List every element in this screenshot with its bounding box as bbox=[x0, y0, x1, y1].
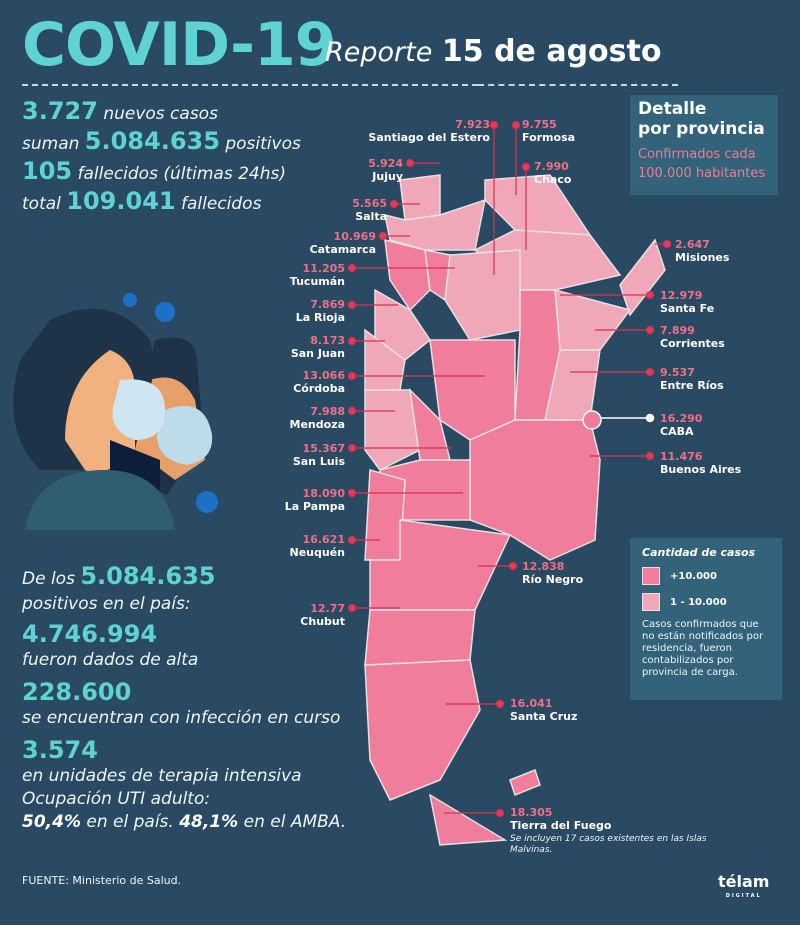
virus-icon bbox=[123, 293, 218, 513]
label-san-juan: 8.173 San Juan bbox=[290, 334, 345, 360]
recovered-value: 4.746.994 bbox=[22, 620, 158, 648]
province-tierra-del-fuego bbox=[428, 793, 508, 846]
detail-subtitle: Confirmados cada 100.000 habitantes bbox=[638, 145, 770, 183]
page-title: COVID-19 bbox=[22, 10, 337, 80]
icu-value: 3.574 bbox=[22, 736, 98, 764]
label-formosa: 9.755 Formosa bbox=[522, 118, 576, 144]
telam-logo: télam DIGITAL bbox=[718, 872, 770, 903]
label-la-rioja: 7.869 La Rioja bbox=[295, 298, 345, 324]
intro-prefix: De los bbox=[22, 569, 75, 589]
total-deaths-label: fallecidos bbox=[181, 194, 262, 214]
label-jujuy: 5.924 Jujuy bbox=[368, 157, 403, 183]
label-caba: 16.290 CABA bbox=[660, 412, 703, 438]
legend-item-low: 1 - 10.000 bbox=[642, 593, 770, 611]
legend-swatch-low bbox=[642, 593, 660, 611]
logo-subtext: DIGITAL bbox=[725, 893, 762, 899]
tierra-del-fuego-note: Se incluyen 17 casos existentes en las I… bbox=[510, 834, 707, 855]
label-tucuman: 11.205 Tucumán bbox=[289, 262, 345, 288]
icu-occupancy-values: 50,4% en el país. 48,1% en el AMBA. bbox=[22, 812, 346, 832]
label-corrientes: 7.899 Corrientes bbox=[660, 324, 725, 350]
report-date-value: 15 de agosto bbox=[441, 34, 662, 69]
intro-line: De los 5.084.635 bbox=[22, 562, 215, 590]
label-santa-cruz: 16.041 Santa Cruz bbox=[510, 697, 578, 723]
label-rio-negro: 12.838 Río Negro bbox=[522, 560, 584, 586]
icu-country-pct: 50,4% bbox=[22, 812, 81, 832]
logo-text: télam bbox=[718, 872, 770, 891]
icu-country-label: en el país. bbox=[86, 812, 174, 832]
intro-value: 5.084.635 bbox=[80, 562, 216, 590]
malvinas-islands bbox=[509, 769, 541, 796]
detail-title-2: por provincia bbox=[638, 119, 765, 139]
label-la-pampa: 18.090 La Pampa bbox=[284, 487, 345, 513]
recovered-label: fueron dados de alta bbox=[22, 650, 199, 670]
province-la-rioja bbox=[374, 288, 432, 361]
detail-box: Detalle por provincia Confirmados cada 1… bbox=[630, 95, 778, 195]
legend-note: Casos confirmados que no están notificad… bbox=[642, 619, 764, 678]
province-catamarca bbox=[384, 239, 431, 312]
label-catamarca: 10.969 Catamarca bbox=[309, 230, 376, 256]
label-salta: 5.565 Salta bbox=[352, 197, 387, 223]
province-buenos-aires bbox=[469, 419, 601, 561]
label-entre-rios: 9.537 Entre Ríos bbox=[660, 366, 724, 392]
total-prefix: suman bbox=[22, 134, 80, 154]
intro-suffix: positivos en el país: bbox=[22, 594, 191, 614]
legend: Cantidad de casos +10.000 1 - 10.000 Cas… bbox=[630, 538, 782, 700]
total-cases-stat: suman 5.084.635 positivos bbox=[22, 126, 301, 159]
label-buenos-aires: 11.476 Buenos Aires bbox=[660, 450, 742, 476]
new-cases-stat: 3.727 nuevos casos bbox=[22, 96, 218, 129]
total-deaths-value: 109.041 bbox=[66, 187, 176, 215]
province-misiones bbox=[619, 238, 666, 317]
header-divider bbox=[22, 84, 478, 86]
total-cases-label: positivos bbox=[225, 134, 301, 154]
total-deaths-prefix: total bbox=[22, 194, 61, 214]
label-neuquen: 16.621 Neuquén bbox=[289, 533, 346, 559]
icu-amba-pct: 48,1% bbox=[179, 812, 239, 832]
label-santiago-del-estero: 7.923 Santiago del Estero bbox=[368, 118, 490, 144]
caba-marker bbox=[582, 410, 602, 430]
source-note: FUENTE: Ministerio de Salud. bbox=[22, 874, 182, 887]
detail-subtitle-1: Confirmados cada bbox=[638, 147, 756, 162]
report-date: Reporte 15 de agosto bbox=[325, 32, 661, 73]
province-santiago bbox=[444, 249, 521, 341]
icu-amba-label: en el AMBA. bbox=[243, 812, 347, 832]
legend-item-high: +10.000 bbox=[642, 567, 770, 585]
active-label: se encuentran con infección en curso bbox=[22, 708, 341, 728]
label-san-luis: 15.367 San Luis bbox=[292, 442, 345, 468]
header-divider-right bbox=[478, 84, 678, 86]
label-tierra-del-fuego: 18.305 Tierra del Fuego bbox=[510, 806, 612, 832]
icu-label: en unidades de terapia intensiva bbox=[22, 766, 302, 786]
label-chubut: 12.77 Chubut bbox=[300, 602, 345, 628]
detail-subtitle-2: 100.000 habitantes bbox=[638, 166, 766, 181]
new-cases-value: 3.727 bbox=[22, 97, 98, 125]
total-deaths-stat: total 109.041 fallecidos bbox=[22, 186, 261, 219]
new-cases-label: nuevos casos bbox=[103, 104, 218, 124]
icu-occupancy-label: Ocupación UTI adulto: bbox=[22, 789, 211, 809]
label-misiones: 2.647 Misiones bbox=[675, 238, 730, 264]
detail-title-1: Detalle bbox=[638, 99, 707, 119]
legend-title: Cantidad de casos bbox=[642, 546, 756, 559]
label-santa-fe: 12.979 Santa Fe bbox=[660, 289, 715, 315]
legend-swatch-high bbox=[642, 567, 660, 585]
legend-low-label: 1 - 10.000 bbox=[670, 596, 727, 608]
deaths-value: 105 bbox=[22, 157, 73, 185]
legend-high-label: +10.000 bbox=[670, 570, 717, 582]
argentina-map bbox=[364, 174, 666, 846]
label-mendoza: 7.988 Mendoza bbox=[289, 405, 346, 431]
label-chaco: 7.990 Chaco bbox=[534, 160, 572, 186]
province-mendoza bbox=[364, 389, 421, 471]
masked-people-illustration bbox=[13, 293, 218, 530]
deaths-label: fallecidos (últimas 24hs) bbox=[77, 164, 286, 184]
total-cases-value: 5.084.635 bbox=[84, 127, 220, 155]
label-cordoba: 13.066 Córdoba bbox=[293, 369, 345, 395]
province-santa-cruz bbox=[364, 659, 481, 801]
report-label: Reporte bbox=[325, 37, 433, 68]
active-value: 228.600 bbox=[22, 678, 132, 706]
province-salta bbox=[384, 198, 486, 251]
deaths-stat: 105 fallecidos (últimas 24hs) bbox=[22, 156, 286, 189]
